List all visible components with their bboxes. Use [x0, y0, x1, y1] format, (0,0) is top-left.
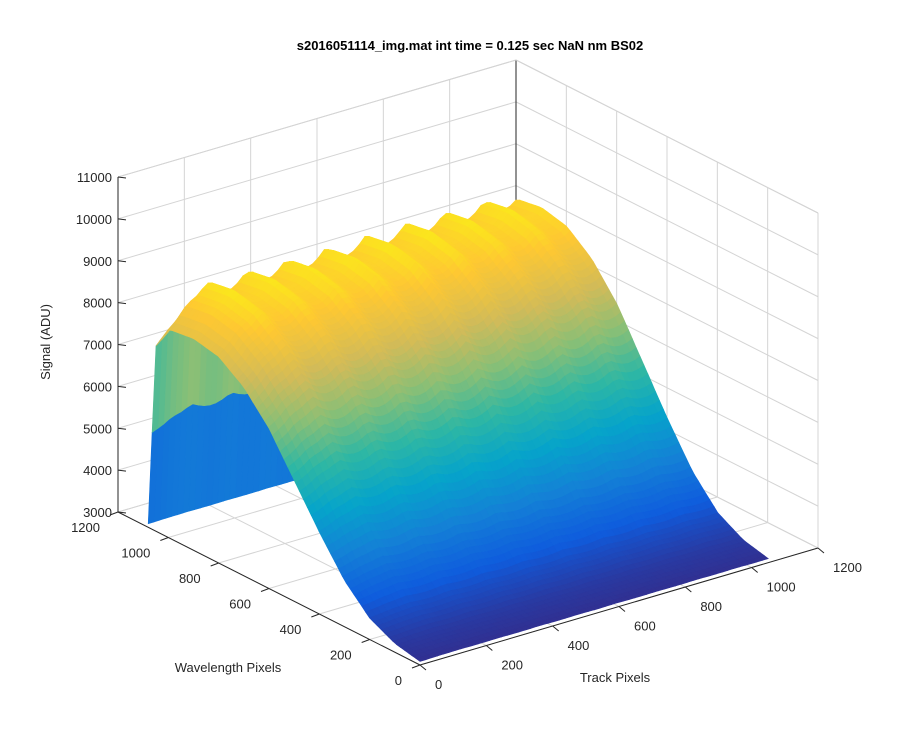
- z-tick-mark: [117, 302, 127, 305]
- x-tick-mark: [419, 664, 427, 671]
- back-wall-gridline-z: [117, 185, 517, 304]
- x-tick-label: 200: [501, 658, 523, 673]
- x-tick-mark: [618, 606, 626, 612]
- x-tick-label: 600: [634, 619, 656, 634]
- z-tick-label: 6000: [83, 379, 112, 394]
- z-axis-label: Signal (ADU): [38, 304, 53, 380]
- y-tick-label: 600: [229, 597, 251, 612]
- back-wall-gridline-z: [117, 101, 517, 220]
- x-tick-mark: [552, 625, 559, 632]
- x-tick-label: 1000: [767, 580, 796, 595]
- z-tick-label: 9000: [83, 254, 112, 269]
- y-tick-label: 200: [330, 648, 352, 663]
- x-tick-label: 1200: [833, 560, 862, 575]
- y-tick-label: 1200: [71, 520, 100, 535]
- y-tick-label: 1000: [121, 546, 150, 561]
- side-wall-gridline-z: [515, 143, 819, 298]
- z-tick-label: 5000: [83, 421, 112, 436]
- back-top-edge: [117, 59, 517, 178]
- x-tick-label: 800: [700, 599, 722, 614]
- y-axis-label: Wavelength Pixels: [175, 660, 282, 675]
- x-tick-mark: [817, 547, 825, 554]
- surface-layer: [147, 199, 769, 662]
- y-tick-mark: [260, 588, 270, 592]
- z-tick-label: 11000: [77, 170, 112, 185]
- back-wall-gridline-z: [117, 143, 517, 262]
- z-tick-label: 7000: [83, 338, 112, 353]
- side-wall-gridline-z: [515, 101, 819, 256]
- y-tick-label: 0: [395, 673, 402, 688]
- y-tick-mark: [311, 613, 320, 618]
- z-tick-mark: [117, 218, 127, 221]
- z-tick-mark: [117, 385, 127, 388]
- y-tick-mark: [160, 537, 169, 541]
- z-tick-mark: [117, 176, 127, 179]
- z-tick-mark: [117, 344, 127, 346]
- x-tick-mark: [486, 645, 493, 651]
- z-tick-label: 10000: [76, 212, 112, 227]
- z-tick-label: 4000: [83, 463, 112, 478]
- y-tick-mark: [210, 562, 219, 567]
- side-top-edge: [515, 59, 819, 214]
- y-tick-mark: [411, 664, 421, 669]
- y-tick-label: 800: [179, 571, 201, 586]
- x-tick-label: 0: [435, 677, 442, 692]
- x-tick-mark: [685, 586, 692, 593]
- x-tick-label: 400: [568, 638, 590, 653]
- z-tick-mark: [117, 427, 127, 430]
- z-tick-mark: [117, 469, 127, 472]
- z-tick-label: 8000: [83, 296, 112, 311]
- chart-title: s2016051114_img.mat int time = 0.125 sec…: [297, 38, 644, 53]
- z-tick-mark: [117, 260, 127, 263]
- z-tick-label: 3000: [83, 505, 112, 520]
- side-wall-gridline-z: [515, 185, 819, 340]
- x-axis-label: Track Pixels: [580, 670, 651, 685]
- y-tick-mark: [361, 639, 370, 643]
- x-tick-mark: [751, 567, 758, 573]
- y-tick-label: 400: [280, 622, 302, 637]
